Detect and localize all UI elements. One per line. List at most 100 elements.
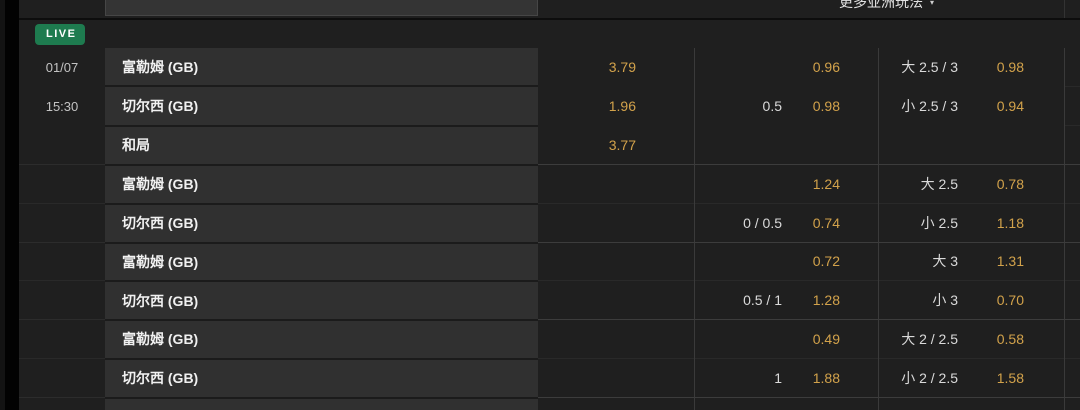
previous-team-cell[interactable] [105,0,538,16]
team-home[interactable]: 富勒姆 (GB) [122,58,199,75]
live-row: LIVE [19,20,1080,48]
match-date: 01/07 [45,59,79,75]
over-odds: 0.98 [996,59,1024,76]
handicap-away[interactable]: 1 1.88 [695,357,878,397]
team-column: 富勒姆 (GB) 切尔西 (GB) [105,319,538,397]
column-divider [1064,0,1065,18]
over-odds: 0.58 [996,330,1024,347]
under-line-value: 小 2 / 2.5 [901,369,958,386]
over-odds: 0.78 [996,175,1024,192]
handicap-odds: 1.28 [812,292,840,309]
under-odds: 0.70 [996,292,1024,309]
more-asian-markets-dropdown[interactable]: 更多亚洲玩法 ▾ [839,0,934,12]
handicap-home[interactable]: 0.96 [695,48,878,87]
under-selection[interactable]: 小 2.5 1.18 [879,202,1064,242]
handicap-home[interactable]: 0.72 [695,243,878,281]
date-column [19,164,105,242]
team-column: 富勒姆 (GB) 切尔西 (GB) [105,241,538,319]
over-selection[interactable]: 大 2.5 / 3 0.98 [879,48,1064,87]
under-line-value: 小 2.5 [920,214,958,231]
handicap-column: 0.49 1 1.88 [694,319,878,397]
live-badge: LIVE [35,23,86,45]
left-edge-strip [0,0,5,410]
x2-column [538,241,694,320]
handicap-line-value: 0.5 [762,98,782,114]
handicap-line-value: 1 [774,369,782,386]
chevron-down-icon: ▾ [930,0,935,7]
vertical-scrollbar[interactable] [5,0,19,410]
team-home[interactable]: 富勒姆 (GB) [122,176,199,193]
market-group-1: 01/07 15:30 富勒姆 (GB) 切尔西 (GB) 和局 3.79 1.… [19,48,1080,164]
team-away[interactable]: 切尔西 (GB) [105,357,538,397]
over-selection[interactable]: 大 3 1.31 [879,243,1064,281]
handicap-home[interactable]: 0.49 [695,320,878,358]
handicap-odds: 1.88 [812,369,840,386]
over-odds: 1.31 [996,253,1024,270]
market-group-3: 富勒姆 (GB) 切尔西 (GB) 0.72 0.5 / 1 1.28 [19,241,1080,320]
over-under-column: 大 2.5 0.78 小 2.5 1.18 [878,164,1064,242]
date-column [19,241,105,320]
match-time: 15:30 [45,98,79,114]
team-home[interactable]: 富勒姆 (GB) [122,253,199,270]
market-group-2: 富勒姆 (GB) 切尔西 (GB) 1.24 0 / 0.5 0.74 [19,164,1080,242]
x2-column [538,319,694,397]
next-column-edge [1064,319,1080,397]
next-column-edge [1064,48,1080,164]
handicap-away[interactable]: 0.5 0.98 [695,87,878,126]
draw-label[interactable]: 和局 [105,124,538,164]
odds-table: 01/07 15:30 富勒姆 (GB) 切尔西 (GB) 和局 3.79 1.… [19,48,1080,410]
handicap-odds: 1.24 [812,175,840,192]
odds-1x2-home[interactable]: 3.79 [608,59,636,76]
previous-row-remnant: 更多亚洲玩法 ▾ [19,0,1080,20]
under-selection[interactable]: 小 2.5 / 3 0.94 [879,87,1064,126]
team-away[interactable]: 切尔西 (GB) [105,280,538,319]
market-group-4: 富勒姆 (GB) 切尔西 (GB) 0.49 1 1.88 [19,319,1080,397]
team-column: 富勒姆 (GB) 切尔西 (GB) 和局 [105,48,538,164]
date-spacer [19,125,105,164]
handicap-column: 0.72 0.5 / 1 1.28 [694,241,878,319]
ou-empty [879,125,1064,164]
next-column-edge [1064,164,1080,242]
x2-column: 3.79 1.96 3.77 [538,48,694,164]
over-line-value: 大 3 [932,253,958,270]
handicap-away[interactable]: 0.5 / 1 1.28 [695,280,878,319]
over-selection[interactable]: 大 2.5 0.78 [879,165,1064,203]
next-row-remnant [19,396,1080,410]
odds-1x2-draw[interactable]: 3.77 [608,136,636,153]
handicap-away[interactable]: 0 / 0.5 0.74 [695,202,878,242]
date-column [19,319,105,397]
under-selection[interactable]: 小 2 / 2.5 1.58 [879,357,1064,397]
under-odds: 1.58 [996,369,1024,386]
over-line-value: 大 2.5 [920,175,958,192]
x2-column [538,164,694,242]
team-column: 富勒姆 (GB) 切尔西 (GB) [105,164,538,242]
under-selection[interactable]: 小 3 0.70 [879,280,1064,319]
over-line-value: 大 2 / 2.5 [901,330,958,347]
handicap-odds: 0.98 [812,98,840,114]
over-line-value: 大 2.5 / 3 [901,59,958,76]
date-column: 01/07 15:30 [19,48,105,164]
handicap-odds: 0.74 [812,214,840,231]
handicap-column: 0.96 0.5 0.98 [694,48,878,164]
handicap-empty [695,125,878,164]
over-selection[interactable]: 大 2 / 2.5 0.58 [879,320,1064,358]
team-away[interactable]: 切尔西 (GB) [105,85,538,124]
over-under-column: 大 2.5 / 3 0.98 小 2.5 / 3 0.94 [878,48,1064,164]
under-odds: 0.94 [996,98,1024,114]
more-asian-markets-label: 更多亚洲玩法 [839,0,923,10]
handicap-line-value: 0 / 0.5 [743,214,782,231]
under-line-value: 小 3 [932,292,958,309]
odds-content: 更多亚洲玩法 ▾ LIVE 01/07 15:30 富勒姆 (GB) 切尔西 (… [19,0,1080,410]
under-line-value: 小 2.5 / 3 [901,98,958,114]
over-under-column: 大 3 1.31 小 3 0.70 [878,241,1064,319]
handicap-odds: 0.49 [812,330,840,347]
team-away[interactable]: 切尔西 (GB) [105,202,538,242]
handicap-line-value: 0.5 / 1 [743,292,782,309]
handicap-column: 1.24 0 / 0.5 0.74 [694,164,878,242]
handicap-odds: 0.72 [812,253,840,270]
team-home[interactable]: 富勒姆 (GB) [122,331,199,348]
next-column-edge [1064,241,1080,319]
odds-1x2-away[interactable]: 1.96 [608,98,636,114]
handicap-home[interactable]: 1.24 [695,165,878,203]
